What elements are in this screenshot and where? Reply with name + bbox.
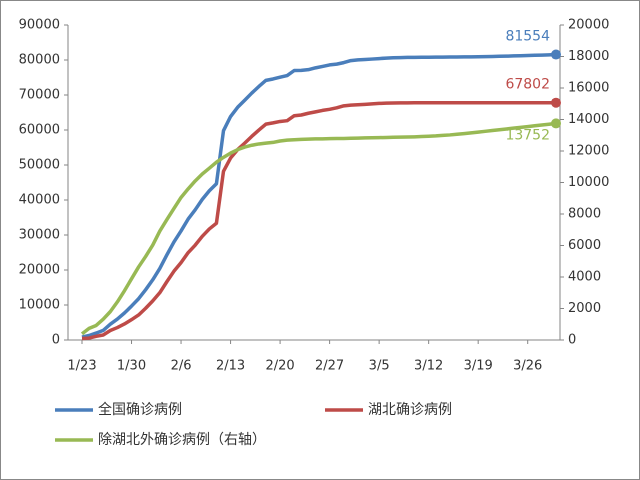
y2-tick-label: 14000: [568, 112, 609, 127]
x-tick-label: 3/12: [414, 359, 443, 374]
x-tick-label: 2/20: [265, 359, 294, 374]
x-tick-label: 3/26: [513, 359, 542, 374]
series-line: [81, 52, 557, 339]
y-tick-label: 0: [52, 333, 60, 348]
x-tick-label: 3/19: [464, 359, 493, 374]
value-label: 13752: [505, 127, 550, 143]
x-tick-label: 1/23: [67, 359, 96, 374]
value-label: 67802: [505, 77, 550, 93]
y-tick-label: 70000: [19, 88, 60, 103]
legend-label: 除湖北外确诊病例（右轴）: [98, 432, 266, 448]
y2-tick-label: 12000: [568, 144, 609, 159]
x-tick-label: 2/27: [315, 359, 344, 374]
series-line: [80, 121, 557, 336]
y-tick-label: 90000: [19, 18, 60, 33]
legend-label: 全国确诊病例: [98, 401, 182, 418]
end-marker: [551, 118, 561, 129]
end-marker: [551, 97, 561, 108]
end-marker: [551, 49, 561, 60]
y2-tick-label: 20000: [568, 18, 609, 33]
y-tick-label: 10000: [19, 298, 60, 313]
y2-tick-label: 6000: [568, 238, 601, 253]
y-tick-label: 40000: [19, 193, 60, 208]
x-tick-label: 3/5: [369, 359, 390, 374]
x-tick-label: 1/30: [117, 359, 146, 374]
y-tick-label: 30000: [19, 228, 60, 243]
y2-tick-label: 4000: [568, 270, 601, 285]
y-tick-label: 50000: [19, 158, 60, 173]
series-line: [81, 100, 556, 341]
y2-tick-label: 0: [568, 333, 576, 348]
y-tick-label: 60000: [19, 123, 60, 138]
legend-label: 湖北确诊病例: [368, 402, 452, 418]
x-tick-label: 2/13: [216, 359, 245, 374]
y-tick-label: 80000: [19, 53, 60, 68]
y2-tick-label: 16000: [568, 81, 609, 96]
y2-tick-label: 10000: [568, 175, 609, 190]
x-tick-label: 2/6: [171, 359, 192, 374]
y2-tick-label: 2000: [568, 301, 601, 316]
y2-tick-label: 18000: [568, 49, 609, 64]
value-label: 81554: [505, 29, 550, 45]
y-tick-label: 20000: [19, 263, 60, 278]
y2-tick-label: 8000: [568, 207, 601, 222]
